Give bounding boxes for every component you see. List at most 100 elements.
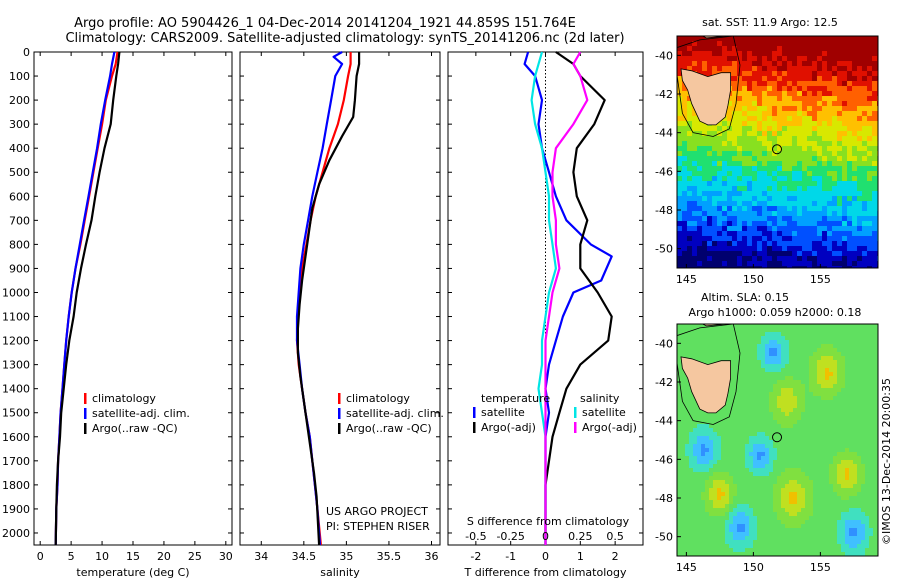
sla-map-cell: [705, 512, 710, 517]
sla-map-cell: [853, 432, 858, 437]
sla-map-cell: [757, 456, 762, 461]
sla-map-cell: [689, 460, 694, 465]
sla-map-cell: [729, 452, 734, 457]
sla-map-cell: [829, 448, 834, 453]
sst-map-cell: [802, 206, 808, 212]
sst-map-cell: [832, 201, 838, 207]
sla-map-cell: [709, 348, 714, 353]
sst-map-cell: [677, 61, 683, 67]
sst-map-cell: [867, 186, 873, 192]
sla-map-cell: [785, 420, 790, 425]
sst-map-cell: [722, 146, 728, 152]
sla-map-cell: [761, 460, 766, 465]
sst-map-cell: [747, 246, 753, 252]
sst-map-cell: [722, 256, 728, 262]
sla-map-cell: [701, 432, 706, 437]
sla-map-cell: [773, 480, 778, 485]
sst-map-cell: [857, 141, 863, 147]
sst-map-cell: [772, 86, 778, 92]
sla-map-cell: [693, 352, 698, 357]
sst-map-cell: [827, 66, 833, 72]
sla-map-cell: [713, 468, 718, 473]
sla-map-cell: [701, 340, 706, 345]
sst-map-cell: [807, 266, 813, 268]
sla-map-cell: [725, 432, 730, 437]
sla-map-cell: [757, 464, 762, 469]
sst-map-cell: [677, 231, 683, 237]
sla-map-cell: [689, 492, 694, 497]
sst-map-cell: [732, 201, 738, 207]
sst-map-cell: [737, 186, 743, 192]
sst-map-cell: [727, 46, 733, 52]
sla-map-cell: [813, 444, 818, 449]
sst-map-cell: [692, 171, 698, 177]
sst-map-cell: [752, 216, 758, 222]
sla-map-cell: [793, 464, 798, 469]
sla-map-cell: [769, 520, 774, 525]
sla-map-cell: [701, 348, 706, 353]
sst-map-cell: [837, 61, 843, 67]
sla-map-cell: [781, 356, 786, 361]
sla-map-cell: [761, 380, 766, 385]
sst-map-cell: [687, 181, 693, 187]
sla-map-cell: [805, 380, 810, 385]
sla-map-cell: [725, 476, 730, 481]
sla-map-cell: [725, 464, 730, 469]
sla-map-cell: [833, 452, 838, 457]
sla-map-cell: [841, 452, 846, 457]
sst-map-cell: [857, 236, 863, 242]
sst-map-cell: [817, 251, 823, 257]
sla-map-cell: [777, 364, 782, 369]
sla-map-cell: [857, 436, 862, 441]
sst-map-cell: [702, 226, 708, 232]
sst-map-cell: [737, 246, 743, 252]
sst-map-cell: [852, 251, 858, 257]
sst-map-cell: [802, 261, 808, 267]
sla-map-cell: [709, 360, 714, 365]
sla-map-cell: [685, 528, 690, 533]
sla-map-cell: [837, 508, 842, 513]
sst-map-cell: [682, 146, 688, 152]
sla-map-cell: [729, 324, 734, 329]
sst-map-cell: [737, 56, 743, 62]
sla-map-cell: [773, 328, 778, 333]
sst-map-cell: [737, 181, 743, 187]
sla-map-cell: [841, 388, 846, 393]
sla-map-cell: [861, 456, 866, 461]
sla-map-cell: [829, 352, 834, 357]
sla-map-cell: [709, 432, 714, 437]
sla-map-cell: [717, 416, 722, 421]
sst-map-cell: [802, 161, 808, 167]
sla-map-cell: [681, 520, 686, 525]
sla-map-cell: [833, 488, 838, 493]
sla-map-cell: [861, 436, 866, 441]
sst-map-cell: [787, 81, 793, 87]
sst-map-cell: [867, 81, 873, 87]
sal-legend-2-swatch: [338, 423, 341, 434]
sst-map-cell: [737, 231, 743, 237]
sst-map-cell: [837, 231, 843, 237]
sla-map-cell: [869, 412, 874, 417]
sla-map-cell: [825, 344, 830, 349]
sla-map-cell: [697, 512, 702, 517]
sla-map-cell: [805, 424, 810, 429]
sst-map-cell: [732, 141, 738, 147]
sla-map-cell: [781, 336, 786, 341]
sla-map-cell: [801, 416, 806, 421]
sst-map-cell: [797, 211, 803, 217]
sst-map-cell: [742, 201, 748, 207]
sst-map-cell: [772, 41, 778, 47]
sst-map-cell: [802, 66, 808, 72]
sst-map-cell: [852, 51, 858, 57]
sla-map-cell: [793, 524, 798, 529]
sla-map-cell: [737, 536, 742, 541]
sla-map-cell: [745, 536, 750, 541]
sla-map-cell: [733, 444, 738, 449]
sst-map-cell: [697, 266, 703, 268]
sst-map-cell: [707, 191, 713, 197]
sla-map-cell: [837, 524, 842, 529]
sla-map-cell: [821, 440, 826, 445]
sla-map-cell: [721, 416, 726, 421]
sla-map-cell: [705, 476, 710, 481]
sla-map-cell: [681, 508, 686, 513]
